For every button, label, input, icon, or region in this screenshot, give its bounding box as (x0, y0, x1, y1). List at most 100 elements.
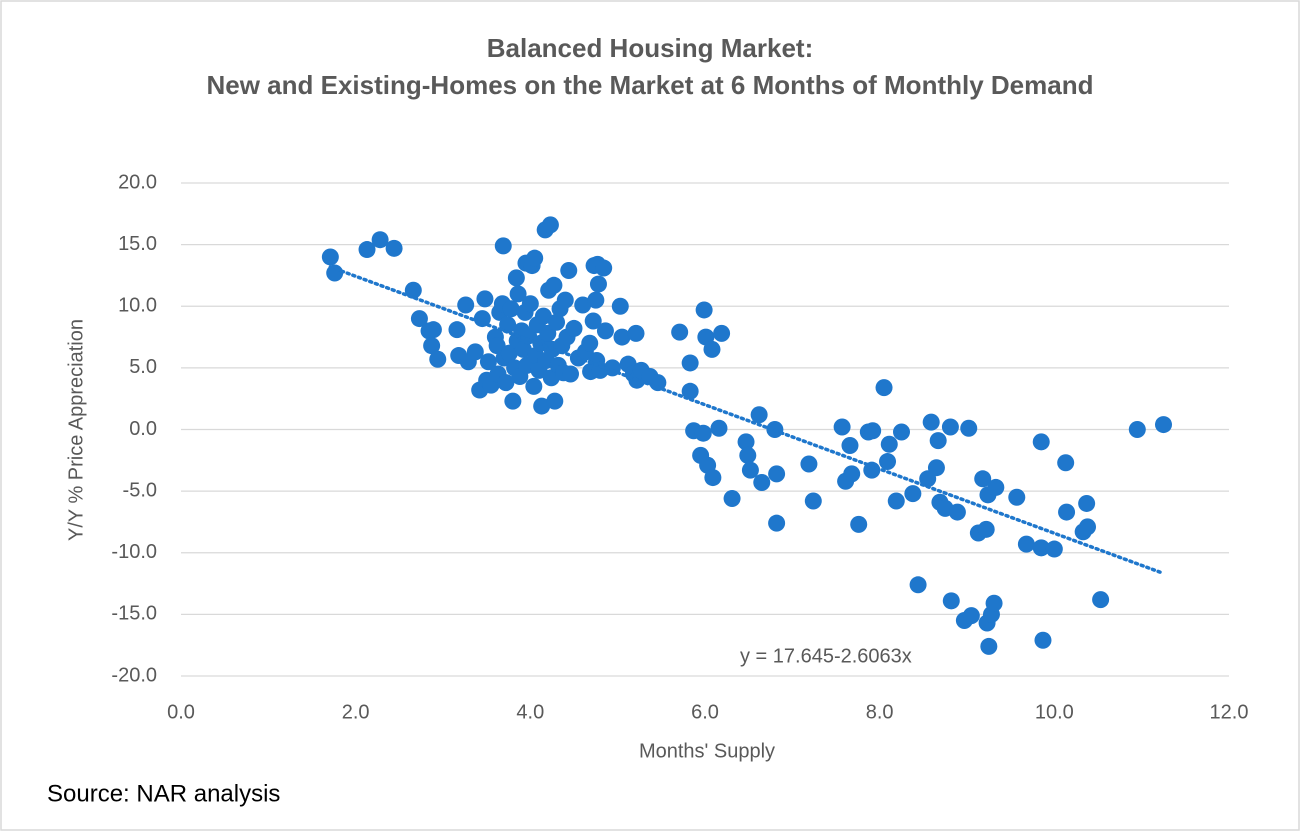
scatter-point (1078, 494, 1096, 512)
scatter-point (358, 241, 376, 259)
scatter-point (1128, 421, 1146, 438)
scatter-point (1058, 503, 1076, 521)
scatter-point (741, 461, 759, 479)
scatter-point (909, 576, 927, 594)
y-tick-label: 15.0 (118, 233, 157, 255)
scatter-point (681, 354, 699, 372)
scatter-point (385, 239, 403, 257)
scatter-point (1032, 433, 1050, 451)
scatter-point (556, 291, 574, 309)
scatter-point (565, 319, 583, 337)
y-tick-label: 5.0 (129, 356, 157, 378)
scatter-point (546, 392, 564, 410)
scatter-point (723, 490, 741, 508)
scatter-point (1057, 454, 1075, 472)
scatter-point (562, 365, 580, 383)
scatter-point (1079, 518, 1097, 536)
x-tick-label: 12.0 (1210, 701, 1249, 723)
scatter-point (404, 281, 422, 299)
chart-title: Balanced Housing Market: (487, 33, 814, 63)
scatter-point (611, 297, 629, 315)
scatter-point (864, 422, 882, 440)
scatter-point (833, 418, 851, 436)
x-tick-label: 6.0 (691, 701, 719, 723)
scatter-point (545, 276, 563, 294)
scatter-point (476, 290, 494, 308)
scatter-point (574, 296, 592, 314)
scatter-point (1045, 540, 1063, 558)
scatter-point (879, 453, 897, 471)
scatter-point (596, 322, 614, 340)
scatter-point (695, 301, 713, 319)
x-tick-label: 0.0 (167, 701, 195, 723)
scatter-point (560, 262, 578, 280)
scatter-point (962, 607, 980, 625)
scatter-point (548, 313, 566, 331)
scatter-point (533, 397, 551, 415)
scatter-point (942, 592, 960, 610)
scatter-point (893, 423, 910, 441)
scatter-point (737, 433, 755, 451)
scatter-point (321, 248, 339, 266)
scatter-point (977, 520, 995, 538)
scatter-point (948, 503, 966, 521)
scatter-point (1032, 539, 1050, 557)
x-tick-label: 2.0 (342, 701, 370, 723)
scatter-point (521, 295, 539, 313)
scatter-point (613, 328, 631, 346)
scatter-point (750, 406, 768, 424)
y-tick-label: -5.0 (123, 479, 157, 501)
scatter-point (479, 353, 497, 371)
scatter-point (850, 515, 868, 533)
scatter-point (1155, 416, 1172, 434)
scatter-point (880, 435, 898, 453)
scatter-point (887, 492, 905, 510)
scatter-point (713, 324, 731, 342)
source-note: Source: NAR analysis (47, 780, 280, 807)
scatter-point (448, 321, 466, 339)
scatter-point (922, 413, 940, 431)
x-tick-label: 4.0 (516, 701, 544, 723)
scatter-point (423, 337, 441, 355)
trendline (328, 265, 1166, 576)
scatter-point (710, 419, 728, 437)
scatter-point (694, 424, 712, 442)
scatter-point (587, 291, 605, 309)
scatter-point (671, 323, 689, 341)
scatter-point (525, 377, 543, 395)
scatter-point (429, 350, 447, 368)
scatter-point (904, 485, 922, 503)
scatter-point (499, 316, 517, 334)
scatter-point (504, 392, 522, 410)
scatter-point (768, 514, 786, 532)
scatter-point (800, 455, 818, 473)
scatter-point (987, 478, 1005, 496)
trendline-label: y = 17.645-2.6063x (740, 645, 912, 667)
scatter-point (985, 594, 1003, 612)
scatter-point (768, 465, 786, 483)
scatter-point (704, 469, 722, 487)
scatter-point (497, 374, 515, 392)
scatter-point (534, 307, 552, 325)
scatter-point (502, 300, 520, 318)
scatter-point (843, 465, 861, 483)
y-tick-label: 0.0 (129, 418, 157, 440)
scatter-point (703, 340, 721, 358)
scatter-point (627, 324, 645, 342)
y-tick-label: 20.0 (118, 171, 157, 193)
scatter-point (526, 249, 544, 267)
scatter-point (595, 259, 613, 277)
scatter-point (927, 459, 945, 477)
scatter-point (581, 334, 599, 352)
scatter-point (494, 237, 512, 255)
scatter-point (410, 310, 428, 328)
y-axis-label: Y/Y % Price Appreciation (65, 319, 87, 541)
scatter-point (941, 418, 959, 436)
scatter-point (875, 379, 893, 397)
scatter-point (466, 343, 484, 361)
scatter-point (980, 637, 998, 655)
scatter-point (589, 275, 607, 293)
x-axis-label: Months' Supply (639, 740, 775, 762)
scatter-point (841, 437, 859, 455)
